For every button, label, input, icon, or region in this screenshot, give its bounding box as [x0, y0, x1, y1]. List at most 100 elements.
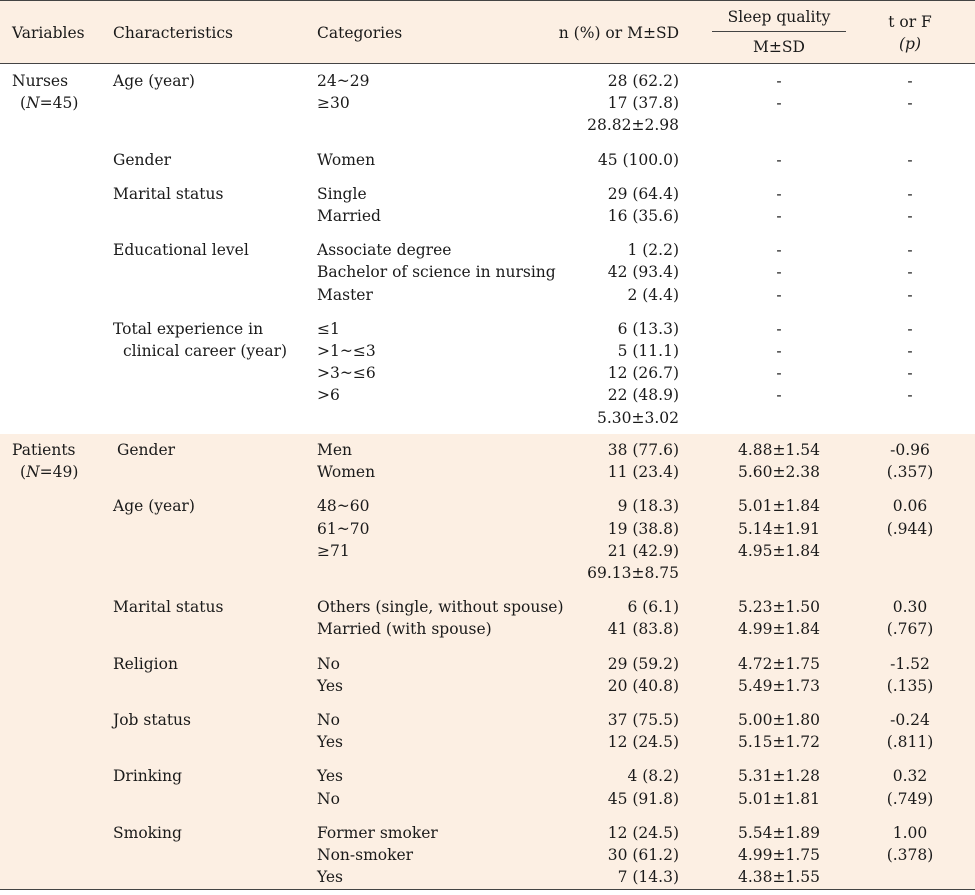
header-p: (p)	[898, 35, 922, 53]
n-percent-cell: 41 (83.8)	[607, 620, 679, 639]
n-percent-cell: 9 (18.3)	[617, 497, 679, 516]
characteristic-label: clinical career (year)	[123, 342, 288, 360]
n-percent-cell: 1 (2.2)	[627, 241, 679, 260]
n-percent-cell: 69.13±8.75	[587, 564, 679, 582]
sleep-quality-cell: 4.38±1.55	[737, 868, 820, 887]
n-percent-cell: 38 (77.6)	[607, 441, 679, 459]
characteristic-label: Gender	[113, 150, 172, 169]
t-or-f-cell: 1.00	[892, 823, 928, 842]
header-sleep-quality: Sleep quality	[727, 8, 831, 26]
characteristic-label: Smoking	[113, 823, 182, 842]
n-percent-cell: 6 (6.1)	[627, 598, 679, 617]
n-percent-cell: 2 (4.4)	[627, 285, 679, 304]
n-percent-cell: 21 (42.9)	[607, 541, 679, 560]
n-percent-cell: 7 (14.3)	[617, 868, 679, 887]
category-cell: Married	[317, 207, 381, 225]
t-or-f-cell: (.944)	[886, 519, 934, 538]
patients-n-label-suffix: =49)	[39, 463, 79, 482]
t-or-f-cell: (.135)	[886, 676, 934, 695]
characteristic-label: Job status	[113, 711, 191, 729]
category-cell: Yes	[317, 767, 344, 786]
category-cell: ≥71	[317, 541, 350, 560]
sleep-quality-cell: -	[776, 319, 782, 338]
category-cell: >3~≤6	[317, 364, 376, 383]
category-cell: Bachelor of science in nursing	[317, 263, 556, 282]
sleep-quality-cell: -	[776, 207, 782, 225]
header-t-or-f: t or F	[888, 13, 932, 31]
sleep-quality-cell: 5.00±1.80	[737, 711, 820, 729]
t-or-f-cell: -	[907, 285, 913, 304]
sleep-quality-cell: 5.23±1.50	[737, 598, 820, 617]
sleep-quality-cell: -	[776, 342, 782, 360]
t-or-f-cell: (.378)	[886, 846, 934, 864]
t-or-f-cell: -	[907, 342, 913, 360]
header-characteristics: Characteristics	[113, 24, 233, 42]
n-percent-cell: 16 (35.6)	[607, 207, 679, 225]
characteristic-label: Age (year)	[113, 72, 195, 90]
header-sleep-quality-sub: M±SD	[753, 38, 805, 56]
characteristic-label: Gender	[117, 441, 176, 459]
t-or-f-cell: -	[907, 94, 913, 113]
t-or-f-cell: -	[907, 150, 913, 169]
sleep-quality-cell: -	[776, 184, 782, 203]
header-categories: Categories	[317, 24, 403, 42]
sleep-quality-cell: 4.88±1.54	[737, 441, 820, 459]
nurses-n-label-prefix: (	[20, 94, 27, 113]
sleep-quality-cell: 4.99±1.75	[737, 846, 820, 864]
t-or-f-cell: -	[907, 241, 913, 260]
sleep-quality-cell: 4.95±1.84	[737, 541, 820, 560]
sleep-quality-cell: -	[776, 263, 782, 282]
t-or-f-cell: -	[907, 386, 913, 405]
category-cell: ≤1	[317, 319, 340, 338]
sleep-quality-cell: -	[776, 364, 782, 383]
t-or-f-cell: -	[907, 184, 913, 203]
sleep-quality-cell: 4.99±1.84	[737, 620, 820, 639]
sleep-quality-cell: -	[776, 94, 782, 113]
category-cell: Women	[317, 150, 376, 169]
category-cell: Yes	[317, 868, 344, 887]
t-or-f-cell: (.749)	[886, 789, 934, 808]
header-n-percent: n (%) or M±SD	[558, 24, 679, 42]
n-percent-cell: 29 (64.4)	[607, 184, 679, 203]
n-percent-cell: 12 (26.7)	[607, 364, 679, 383]
sleep-quality-cell: 5.01±1.81	[737, 789, 820, 808]
n-percent-cell: 30 (61.2)	[607, 846, 679, 864]
category-cell: ≥30	[317, 94, 350, 113]
n-percent-cell: 12 (24.5)	[607, 823, 679, 842]
t-or-f-cell: 0.32	[892, 767, 928, 786]
n-percent-cell: 28.82±2.98	[587, 116, 679, 135]
category-cell: 61~70	[317, 519, 370, 538]
n-percent-cell: 22 (48.9)	[607, 386, 679, 405]
n-percent-cell: 17 (37.8)	[607, 94, 679, 113]
t-or-f-cell: 0.06	[892, 497, 928, 516]
n-percent-cell: 45 (91.8)	[607, 789, 679, 808]
n-percent-cell: 45 (100.0)	[597, 150, 679, 169]
characteristic-label: Marital status	[113, 598, 224, 617]
category-cell: 48~60	[317, 497, 370, 516]
t-or-f-cell: -	[907, 263, 913, 282]
sleep-quality-cell: -	[776, 72, 782, 90]
characteristic-label: Age (year)	[113, 497, 195, 516]
category-cell: Yes	[317, 676, 344, 695]
t-or-f-cell: (.357)	[886, 463, 934, 482]
n-percent-cell: 20 (40.8)	[607, 676, 679, 695]
t-or-f-cell: -	[907, 364, 913, 383]
patients-n-label-prefix: (	[20, 463, 27, 482]
table-bottom-rule	[0, 889, 975, 890]
patients-label: Patients	[12, 441, 76, 459]
n-percent-cell: 37 (75.5)	[607, 711, 679, 729]
n-percent-cell: 19 (38.8)	[607, 519, 679, 538]
category-cell: Yes	[317, 733, 344, 752]
n-percent-cell: 6 (13.3)	[617, 319, 679, 338]
sleep-quality-cell: -	[776, 150, 782, 169]
category-cell: Women	[317, 463, 376, 482]
characteristic-label: Drinking	[113, 767, 183, 786]
table-header: Variables Characteristics Categories n (…	[0, 0, 975, 64]
n-percent-cell: 5.30±3.02	[596, 408, 679, 427]
n-percent-cell: 5 (11.1)	[617, 342, 679, 360]
category-cell: >6	[317, 386, 340, 405]
nurses-section	[0, 64, 975, 434]
category-cell: >1~≤3	[317, 342, 376, 360]
category-cell: Men	[317, 441, 353, 459]
t-or-f-cell: 0.30	[892, 598, 928, 617]
